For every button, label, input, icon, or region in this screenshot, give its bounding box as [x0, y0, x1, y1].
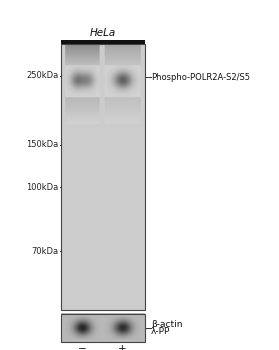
Text: 150kDa: 150kDa [26, 140, 59, 149]
Text: 100kDa: 100kDa [26, 183, 59, 192]
Bar [61, 40, 145, 44]
Text: λ-PP: λ-PP [151, 327, 170, 336]
Text: 250kDa: 250kDa [26, 71, 59, 80]
Text: β-actin: β-actin [151, 320, 183, 329]
Text: HeLa: HeLa [90, 28, 116, 38]
Text: −: − [78, 344, 87, 350]
Text: 70kDa: 70kDa [32, 247, 59, 256]
Bar [61, 314, 145, 342]
Text: +: + [118, 344, 127, 350]
Text: Phospho-POLR2A-S2/S5: Phospho-POLR2A-S2/S5 [151, 72, 250, 82]
Bar [61, 44, 145, 310]
